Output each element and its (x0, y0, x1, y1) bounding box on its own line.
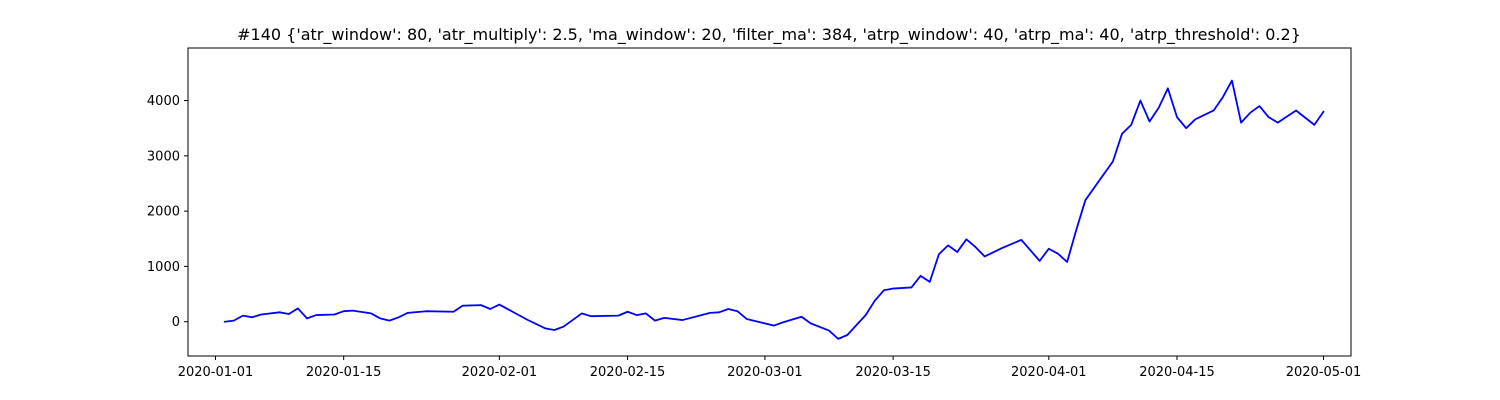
x-tick-label: 2020-05-01 (1286, 365, 1362, 380)
x-axis: 2020-01-01 2020-01-15 2020-02-01 2020-02-15… (178, 356, 1362, 380)
y-tick-label: 1000 (147, 260, 180, 275)
x-tick-label: 2020-01-01 (178, 365, 254, 380)
y-tick-label: 2000 (147, 205, 180, 220)
y-tick-label: 3000 (147, 149, 180, 164)
chart-title: #140 {'atr_window': 80, 'atr_multiply': … (237, 25, 1301, 45)
y-tick-label: 4000 (147, 94, 180, 109)
x-tick-label: 2020-01-15 (306, 365, 382, 380)
series-group (223, 79, 1325, 340)
series-line-0 (223, 79, 1325, 340)
x-tick-label: 2020-04-15 (1139, 365, 1215, 380)
x-tick-label: 2020-03-15 (855, 365, 931, 380)
x-tick-label: 2020-04-01 (1011, 365, 1087, 380)
x-tick-label: 2020-02-15 (590, 365, 666, 380)
plot-area (187, 47, 1352, 357)
y-axis: 0 1000 2000 3000 4000 (147, 94, 188, 330)
y-tick-label: 0 (172, 315, 180, 330)
x-tick-label: 2020-03-01 (727, 365, 803, 380)
x-tick-label: 2020-02-01 (462, 365, 538, 380)
